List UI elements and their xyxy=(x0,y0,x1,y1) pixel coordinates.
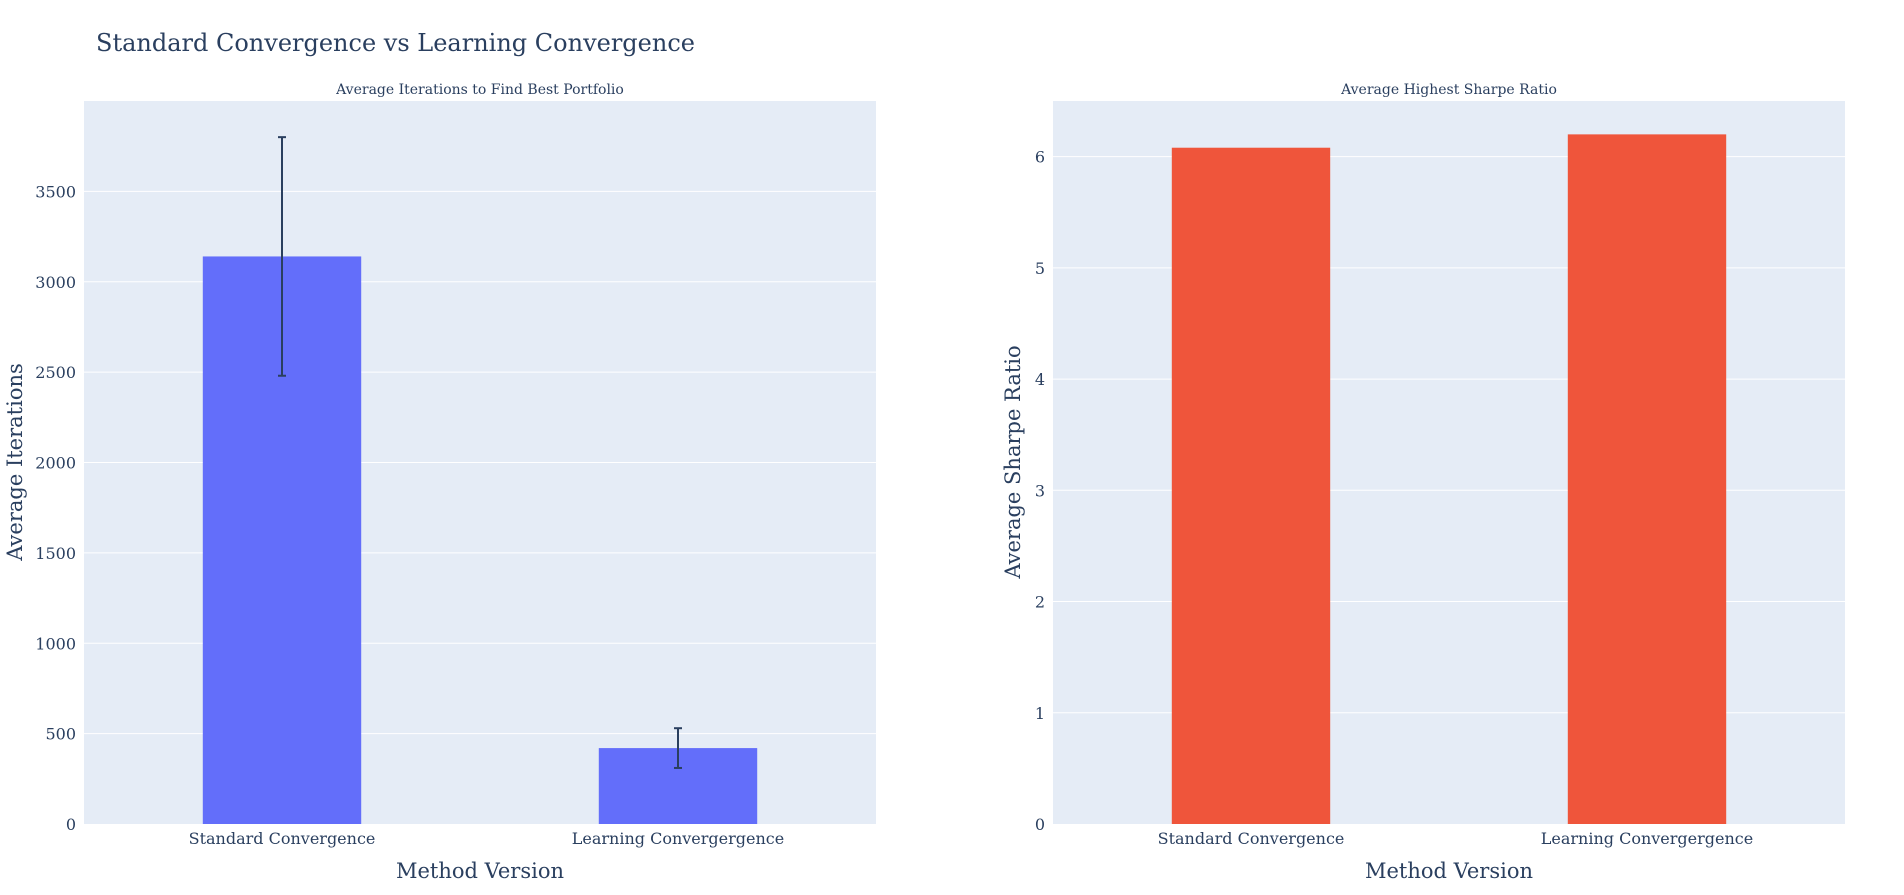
iterations-y-tick-label: 500 xyxy=(45,725,76,744)
sharpe-y-tick-label: 4 xyxy=(1035,370,1045,389)
sharpe-chart-title: Average Highest Sharpe Ratio xyxy=(1340,82,1557,98)
sharpe-bar xyxy=(1567,134,1727,824)
iterations-y-tick-label: 3500 xyxy=(35,182,76,201)
iterations-y-tick-label: 2500 xyxy=(35,363,76,382)
sharpe-y-tick-label: 5 xyxy=(1035,259,1045,278)
iterations-x-tick-label: Learning Convergergence xyxy=(572,829,784,848)
iterations-chart: 0 500 1000 1500 2000 2500 3000 3500 Standard Co… xyxy=(3,82,876,883)
sharpe-x-axis-title: Method Version xyxy=(1365,859,1533,883)
iterations-y-tick-label: 1500 xyxy=(35,544,76,563)
sharpe-bar xyxy=(1171,147,1331,824)
sharpe-y-tick-label: 2 xyxy=(1035,593,1045,612)
iterations-y-tick-label: 2000 xyxy=(35,454,76,473)
sharpe-y-ticks: 0 1 2 3 4 5 6 xyxy=(1035,148,1045,834)
figure-title: Standard Convergence vs Learning Converg… xyxy=(96,29,695,57)
sharpe-bars xyxy=(1171,134,1727,824)
sharpe-y-tick-label: 6 xyxy=(1035,148,1045,167)
iterations-y-axis-title: Average Iterations xyxy=(3,363,27,562)
iterations-y-tick-label: 3000 xyxy=(35,273,76,292)
iterations-x-axis-title: Method Version xyxy=(396,859,564,883)
sharpe-y-tick-label: 0 xyxy=(1035,815,1045,834)
sharpe-y-tick-label: 1 xyxy=(1035,704,1045,723)
iterations-chart-title: Average Iterations to Find Best Portfoli… xyxy=(335,82,624,98)
iterations-y-tick-label: 0 xyxy=(66,815,76,834)
sharpe-x-tick-label: Standard Convergence xyxy=(1158,829,1345,848)
iterations-error-bars xyxy=(278,136,682,769)
iterations-x-ticks: Standard Convergence Learning Convergerge… xyxy=(189,829,785,848)
sharpe-chart: 0 1 2 3 4 5 6 Standard Convergence Learning Con… xyxy=(1001,82,1845,883)
iterations-y-tick-label: 1000 xyxy=(35,634,76,653)
sharpe-y-axis-title: Average Sharpe Ratio xyxy=(1001,345,1025,579)
iterations-x-tick-label: Standard Convergence xyxy=(189,829,376,848)
sharpe-y-tick-label: 3 xyxy=(1035,481,1045,500)
sharpe-x-tick-label: Learning Convergergence xyxy=(1541,829,1753,848)
iterations-y-ticks: 0 500 1000 1500 2000 2500 3000 3500 xyxy=(35,182,76,834)
sharpe-x-ticks: Standard Convergence Learning Convergerge… xyxy=(1158,829,1754,848)
